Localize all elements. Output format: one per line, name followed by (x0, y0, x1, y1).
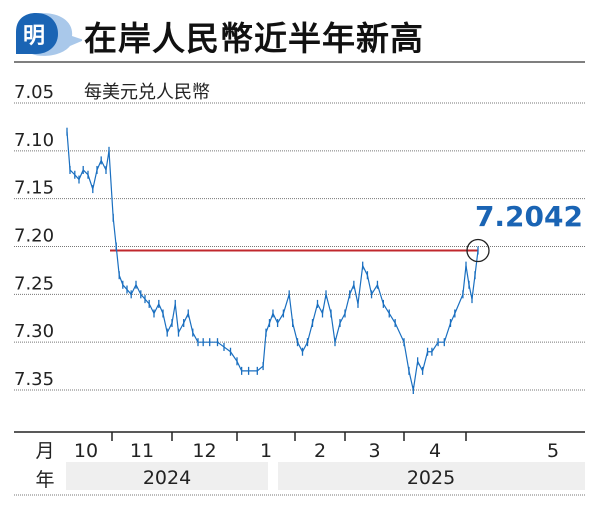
y-tick-label: 7.15 (14, 178, 54, 199)
month-label: 5 (547, 440, 559, 462)
month-label: 11 (130, 440, 154, 462)
year-band-2025 (278, 462, 585, 490)
year-row-label: 年 (35, 469, 54, 491)
y-tick-label: 7.25 (14, 273, 54, 294)
month-label: 2 (314, 440, 326, 462)
month-row-label: 月 (35, 440, 54, 462)
year-band-2024 (66, 462, 268, 490)
value-annotation: 7.2042 (475, 200, 583, 233)
series-line (66, 131, 479, 391)
y-tick-label: 7.10 (14, 130, 54, 151)
logo-text: 明 (23, 24, 45, 49)
y-tick-label: 7.05 (14, 82, 54, 103)
y-tick-label: 7.20 (14, 226, 54, 247)
month-label: 12 (192, 440, 216, 462)
page-title: 在岸人民幣近半年新高 (84, 19, 424, 58)
y-tick-label: 7.35 (14, 369, 54, 390)
year-label: 2024 (143, 467, 191, 489)
newspaper-logo: 明 (16, 13, 82, 56)
y-tick-label: 7.30 (14, 321, 54, 342)
month-label: 1 (260, 440, 272, 462)
month-label: 4 (429, 440, 441, 462)
y-axis-label: 每美元兑人民幣 (84, 82, 210, 103)
month-label: 3 (368, 440, 380, 462)
highlight-circle (466, 238, 490, 263)
year-label: 2025 (407, 467, 455, 489)
month-label: 10 (74, 440, 98, 462)
